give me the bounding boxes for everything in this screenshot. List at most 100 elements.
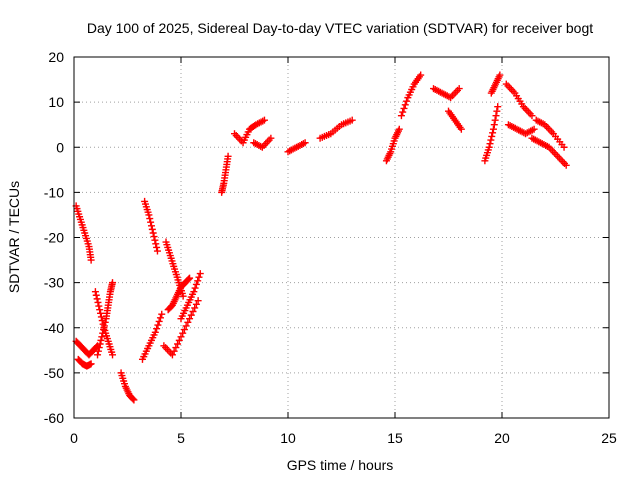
plus-marker — [97, 313, 105, 321]
plus-marker — [496, 71, 504, 79]
plus-marker — [397, 112, 405, 120]
plus-marker — [489, 125, 497, 133]
plus-marker — [153, 243, 161, 251]
plus-marker — [174, 340, 182, 348]
plus-marker — [109, 279, 117, 287]
plus-marker — [96, 340, 104, 348]
plus-marker — [91, 288, 99, 296]
plus-marker — [267, 134, 275, 142]
plus-marker — [96, 306, 104, 314]
plus-marker — [155, 317, 163, 325]
plus-marker — [455, 85, 463, 93]
plus-marker — [403, 97, 411, 105]
plus-marker — [191, 304, 199, 312]
plus-marker — [486, 140, 494, 148]
plus-marker — [180, 326, 188, 334]
y-tick-label: -30 — [44, 275, 64, 291]
plus-marker — [99, 320, 107, 328]
plus-marker — [191, 284, 199, 292]
x-tick-label: 0 — [70, 430, 78, 446]
y-tick-label: -20 — [44, 230, 64, 246]
plus-marker — [400, 104, 408, 112]
plus-marker — [186, 315, 194, 323]
plus-marker — [92, 291, 100, 299]
plus-marker — [97, 336, 105, 344]
plus-marker — [170, 347, 178, 355]
y-tick-label: -40 — [44, 320, 64, 336]
plus-marker — [109, 351, 117, 359]
plus-marker — [130, 396, 138, 404]
grid-lines — [74, 57, 609, 418]
plus-marker — [156, 314, 164, 322]
plus-marker — [172, 344, 180, 352]
plus-marker — [195, 273, 203, 281]
plus-marker — [487, 136, 495, 144]
plus-marker — [489, 129, 497, 137]
plus-marker — [152, 240, 160, 248]
plus-marker — [192, 280, 200, 288]
plus-marker — [260, 116, 268, 124]
plus-marker — [182, 322, 190, 330]
plus-marker — [153, 325, 161, 333]
plus-marker — [177, 333, 185, 341]
plus-marker — [530, 125, 538, 133]
plus-marker — [485, 143, 493, 151]
plus-marker — [301, 139, 309, 147]
plus-marker — [348, 116, 356, 124]
plus-marker — [145, 211, 153, 219]
y-tick-label: -10 — [44, 184, 64, 200]
y-tick-label: -50 — [44, 365, 64, 381]
plus-marker — [190, 288, 198, 296]
plus-marker — [528, 112, 536, 120]
plus-marker — [146, 215, 154, 223]
y-tick-label: -60 — [44, 410, 64, 426]
plus-marker — [98, 317, 106, 325]
x-tick-label: 10 — [280, 430, 296, 446]
plus-marker — [158, 310, 166, 318]
plus-marker — [151, 236, 159, 244]
plus-marker — [194, 297, 202, 305]
plus-marker — [186, 274, 194, 282]
plus-marker — [488, 132, 496, 140]
y-tick-label: 0 — [56, 139, 64, 155]
plus-marker — [153, 247, 161, 255]
plus-marker — [493, 107, 501, 115]
plus-marker — [395, 125, 403, 133]
plus-marker — [168, 351, 176, 359]
plus-marker — [492, 112, 500, 120]
plus-marker — [93, 295, 101, 303]
plus-marker — [179, 329, 187, 337]
plus-marker — [95, 302, 103, 310]
plus-marker — [196, 270, 204, 278]
plus-marker — [87, 256, 95, 264]
plus-marker — [87, 360, 95, 368]
plus-marker — [150, 233, 158, 241]
x-tick-label: 25 — [601, 430, 617, 446]
plus-marker — [457, 125, 465, 133]
plus-marker — [151, 328, 159, 336]
plus-marker — [194, 277, 202, 285]
plus-marker — [189, 308, 197, 316]
plus-marker — [175, 336, 183, 344]
plus-marker — [494, 103, 502, 111]
data-points — [72, 71, 570, 404]
x-axis-ticks: 0 5 10 15 20 25 — [70, 57, 617, 446]
plus-marker — [129, 395, 137, 403]
plus-marker — [185, 275, 193, 283]
plus-marker — [147, 218, 155, 226]
plus-marker — [560, 143, 568, 151]
plus-marker — [148, 225, 156, 233]
plus-marker — [562, 161, 570, 169]
plus-marker — [401, 101, 409, 109]
plus-marker — [154, 321, 162, 329]
plus-marker — [95, 344, 103, 352]
plus-marker — [94, 298, 102, 306]
plus-marker — [417, 71, 425, 79]
y-tick-label: 20 — [48, 49, 64, 65]
plus-marker — [491, 116, 499, 124]
plus-marker — [184, 318, 192, 326]
plus-marker — [179, 292, 187, 300]
chart-title: Day 100 of 2025, Sidereal Day-to-day VTE… — [87, 20, 593, 36]
plus-marker — [97, 309, 105, 317]
